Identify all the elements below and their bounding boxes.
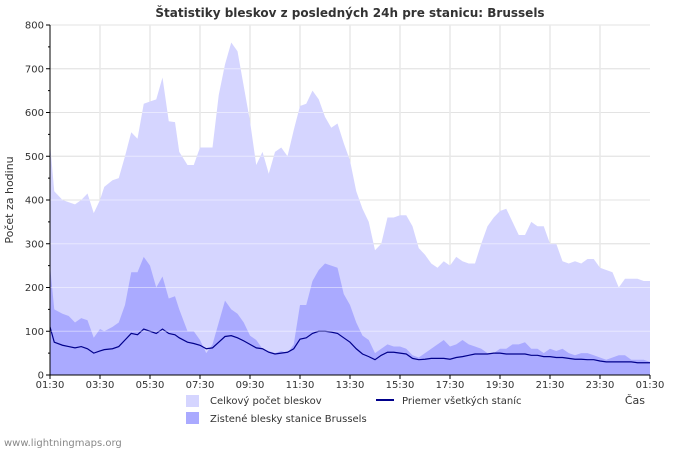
x-axis-label: Čas <box>625 394 645 407</box>
y-tick-label: 100 <box>25 327 44 338</box>
y-tick-label: 800 <box>25 21 44 32</box>
y-axis-label: Počet za hodinu <box>3 156 16 243</box>
legend-label-station: Zistené blesky stanice Brussels <box>210 413 367 425</box>
x-ticks: 01:30 03:30 05:30 07:30 09:30 11:30 13:30 15:30… <box>36 375 665 391</box>
x-tick-label: 15:30 <box>386 380 415 391</box>
x-tick-label: 01:30 <box>36 380 65 391</box>
footer-source: www.lightningmaps.org <box>4 438 122 449</box>
y-tick-label: 400 <box>25 196 44 207</box>
x-tick-label: 23:30 <box>586 380 615 391</box>
x-tick-label: 21:30 <box>536 380 565 391</box>
legend: Celkový počet bleskov Zistené blesky sta… <box>186 395 522 425</box>
legend-swatch-total <box>186 395 199 407</box>
y-tick-label: 500 <box>25 152 44 163</box>
y-tick-label: 0 <box>38 371 44 382</box>
gridlines-over <box>50 24 650 332</box>
x-tick-label: 01:30 <box>636 380 665 391</box>
x-tick-label: 07:30 <box>186 380 215 391</box>
x-tick-label: 13:30 <box>336 380 365 391</box>
legend-swatch-station <box>186 412 199 424</box>
series-total-area <box>50 42 650 375</box>
series-average-line <box>49 326 650 364</box>
chart-title: Štatistiky bleskov z posledných 24h pre … <box>155 5 544 20</box>
x-tick-label: 17:30 <box>436 380 465 391</box>
y-tick-label: 700 <box>25 64 44 75</box>
x-tick-label: 09:30 <box>236 380 265 391</box>
y-tick-label: 300 <box>25 239 44 250</box>
x-tick-label: 11:30 <box>286 380 315 391</box>
x-tick-label: 05:30 <box>136 380 165 391</box>
x-tick-label: 19:30 <box>486 380 515 391</box>
y-tick-label: 200 <box>25 283 44 294</box>
y-tick-label: 600 <box>25 108 44 119</box>
legend-label-average: Priemer všetkých staníc <box>402 395 522 407</box>
series-lines <box>49 326 650 364</box>
x-tick-label: 03:30 <box>86 380 115 391</box>
y-ticks: 0 100 200 300 400 500 600 700 800 <box>25 21 50 382</box>
legend-label-total: Celkový počet bleskov <box>210 395 322 407</box>
